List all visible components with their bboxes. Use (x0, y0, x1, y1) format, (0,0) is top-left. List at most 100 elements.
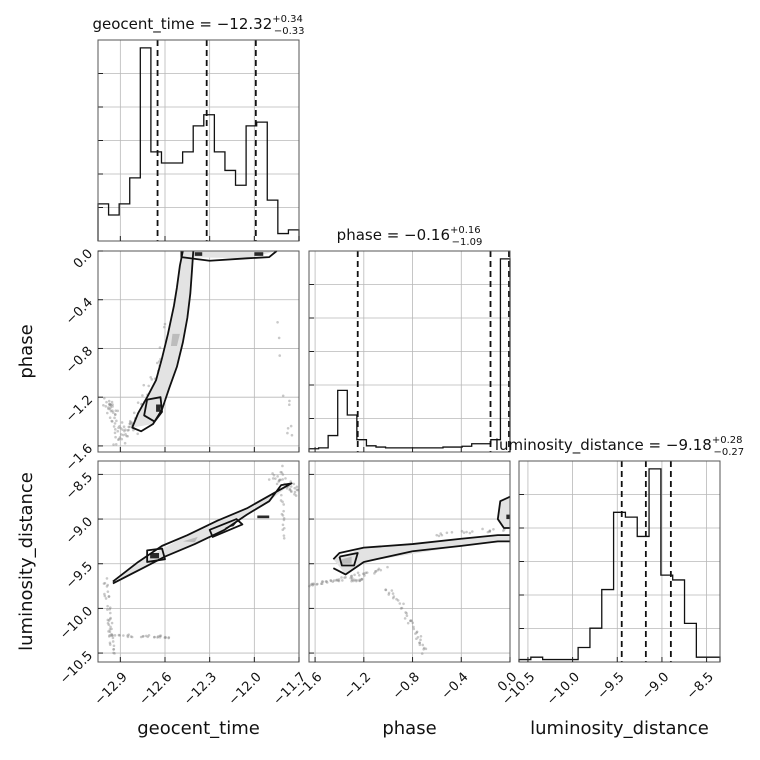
sample-point (126, 634, 129, 637)
sample-point (391, 596, 395, 600)
sample-point (289, 485, 293, 488)
sample-point (114, 442, 118, 446)
sample-point (120, 437, 124, 441)
sample-point (277, 480, 281, 483)
sample-point (279, 470, 283, 474)
sample-point (130, 421, 134, 425)
sample-point (465, 530, 468, 534)
x-tick-label: −12.3 (181, 670, 220, 709)
sample-point (403, 617, 407, 620)
contour-line (131, 250, 195, 433)
sample-point (418, 641, 421, 645)
sample-point (136, 432, 139, 436)
sample-point (414, 632, 417, 635)
sample-point (277, 479, 281, 482)
sample-point (365, 571, 369, 574)
sample-point (391, 592, 395, 595)
panel-frame-diag (308, 250, 511, 453)
sample-point (108, 402, 111, 406)
sample-point (294, 494, 298, 497)
sample-point (112, 647, 116, 651)
sample-point (132, 428, 135, 432)
sample-point (373, 572, 376, 575)
sample-point (281, 500, 284, 504)
sample-point (343, 576, 346, 579)
panel-frame-diag (97, 39, 300, 242)
sample-point (435, 533, 439, 537)
sample-point (377, 567, 381, 571)
sample-point (103, 594, 107, 598)
sample-point (376, 568, 380, 572)
sample-point (108, 606, 112, 610)
sample-point (332, 579, 336, 582)
sample-point (364, 571, 368, 575)
sample-point (126, 429, 130, 432)
sample-point (108, 641, 112, 645)
sample-point (440, 533, 444, 537)
sample-point (123, 429, 126, 433)
sample-point (358, 579, 362, 583)
sample-point (395, 597, 398, 601)
sample-point (106, 608, 109, 611)
y-axis-label-luminosity_distance: luminosity_distance (16, 472, 37, 651)
sample-point (124, 433, 127, 436)
sample-point (106, 621, 110, 625)
sample-point (132, 411, 136, 415)
sample-point (404, 611, 407, 614)
sample-point (352, 579, 355, 583)
y-tick-label: 0.0 (71, 246, 96, 271)
sample-point (392, 595, 396, 598)
x-axis-label-phase: phase (382, 718, 436, 739)
sample-point (350, 578, 354, 582)
sample-point (117, 633, 121, 637)
sample-point (163, 636, 167, 640)
sample-point (280, 471, 284, 474)
sample-point (106, 583, 110, 587)
sample-point (320, 582, 324, 585)
sample-point (167, 636, 171, 639)
sample-point (123, 428, 127, 431)
sample-point (106, 406, 110, 409)
sample-point (112, 648, 115, 651)
sample-point (309, 583, 313, 586)
sample-point (286, 426, 290, 430)
title-plus: +0.16 (450, 225, 481, 236)
sample-point (329, 579, 333, 583)
sample-point (355, 579, 358, 583)
sample-point (147, 633, 151, 637)
sample-point (147, 384, 151, 388)
contour-line (332, 534, 510, 560)
sample-point (410, 619, 413, 623)
sample-point (312, 583, 315, 586)
sample-point (281, 473, 285, 476)
sample-point (118, 436, 122, 439)
sample-point (105, 577, 109, 580)
sample-point (415, 631, 419, 634)
sample-point (105, 585, 109, 588)
sample-point (280, 493, 283, 497)
sample-point (492, 528, 495, 531)
sample-point (109, 616, 112, 620)
sample-point (113, 652, 116, 655)
sample-point (111, 409, 114, 413)
sample-point (107, 595, 111, 598)
sample-point (390, 589, 394, 592)
sample-point (122, 634, 125, 637)
sample-point (321, 580, 325, 583)
sample-point (450, 530, 454, 534)
histogram-phase (308, 258, 511, 452)
x-tick-label: −12.9 (92, 670, 131, 709)
sample-point (422, 646, 426, 650)
sample-point (108, 607, 112, 611)
sample-point (288, 488, 292, 492)
sample-point (415, 630, 419, 634)
sample-point (113, 431, 117, 435)
sample-point (164, 636, 168, 639)
sample-point (129, 421, 132, 424)
sample-point (110, 632, 113, 636)
sample-point (156, 635, 160, 638)
sample-point (280, 512, 284, 516)
contour-line (208, 518, 244, 538)
sample-point (421, 643, 425, 647)
histogram-luminosity_distance (518, 468, 721, 662)
